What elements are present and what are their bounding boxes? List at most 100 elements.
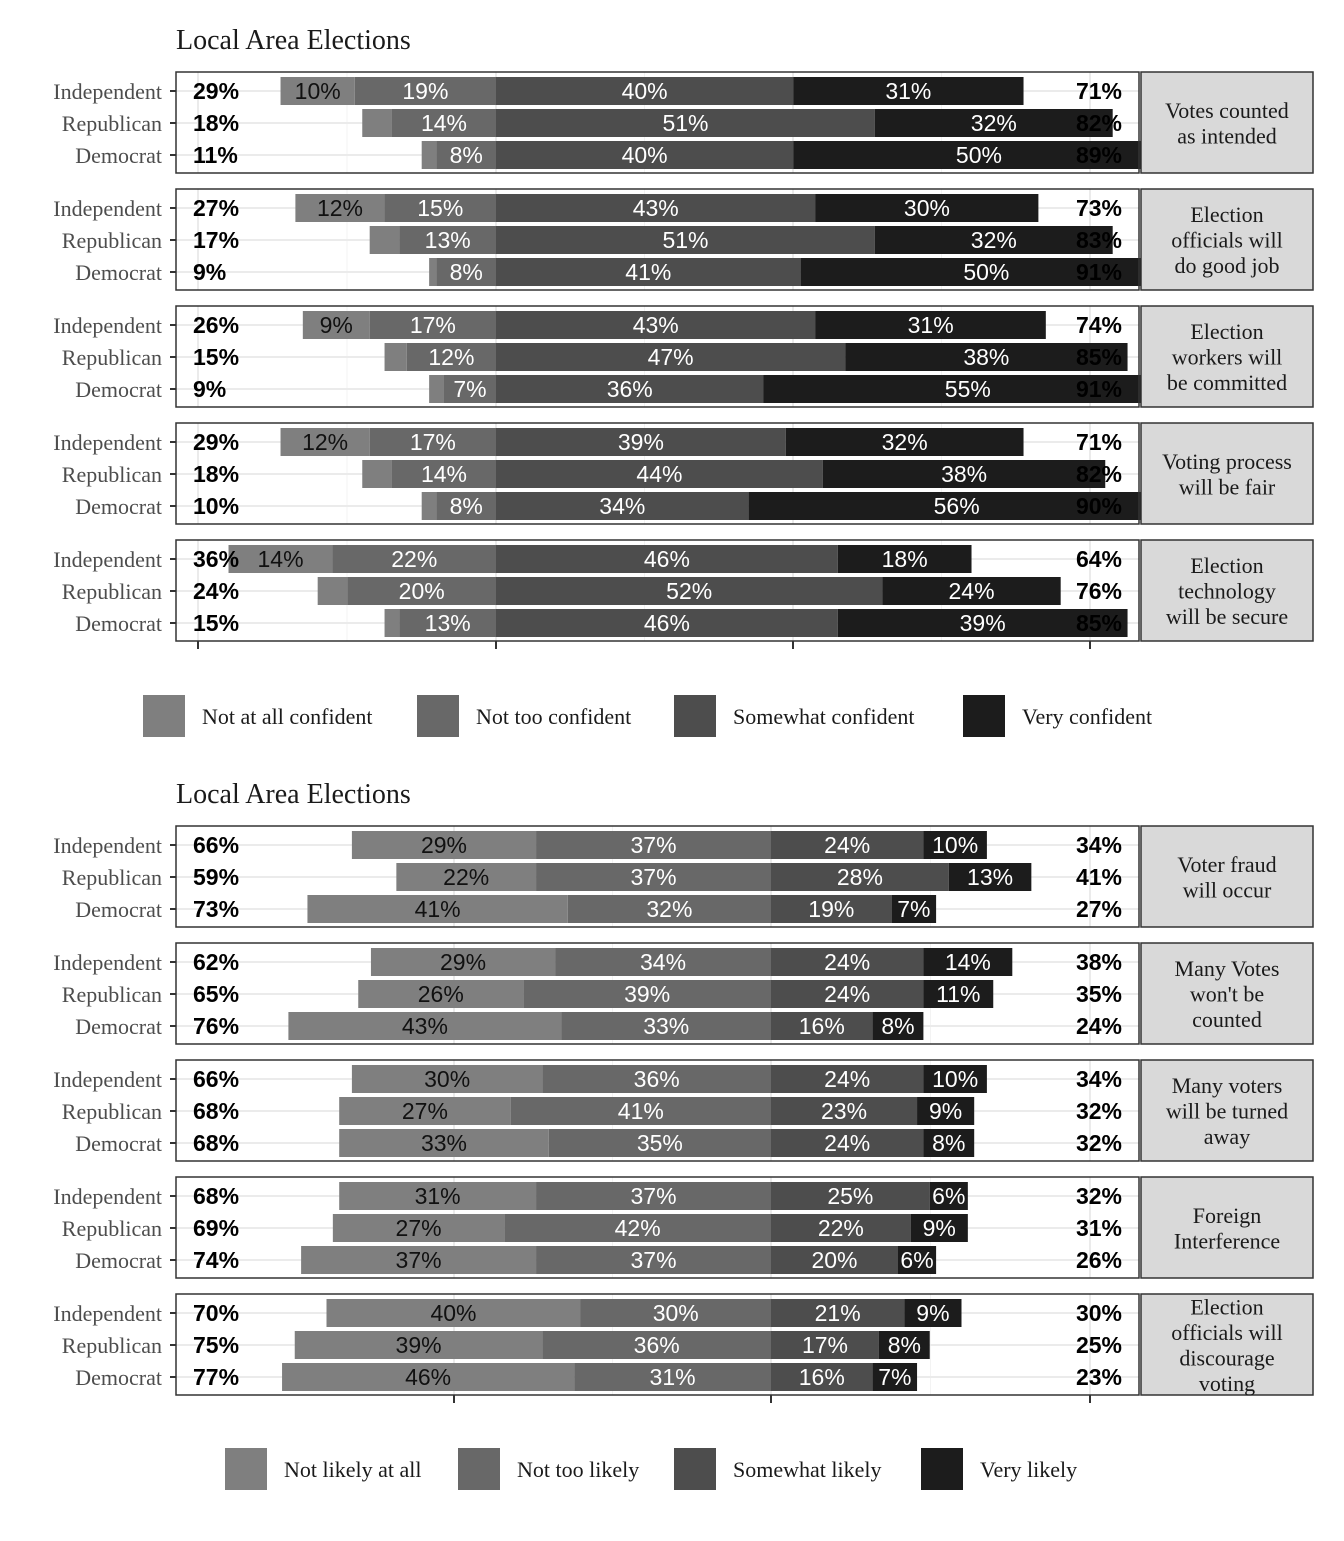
row-total-left: 9%: [193, 259, 226, 285]
row-total-left: 15%: [193, 344, 239, 370]
row-total-left: 73%: [193, 896, 239, 922]
bar-data-label: 10%: [295, 78, 341, 104]
bar-data-label: 8%: [881, 1013, 914, 1039]
bar-data-label: 37%: [631, 832, 677, 858]
bar-data-label: 44%: [636, 461, 682, 487]
bar-data-label: 14%: [258, 546, 304, 572]
facet-strip: [1140, 188, 1314, 291]
y-axis-label: Independent: [53, 79, 162, 104]
bar-data-label: 39%: [618, 429, 664, 455]
bar-segment: [771, 831, 924, 859]
bar-data-label: 9%: [923, 1215, 956, 1241]
bar-data-label: 28%: [837, 864, 883, 890]
bar-segment: [923, 980, 994, 1008]
bar-segment: [771, 1246, 898, 1274]
bar-segment: [536, 831, 771, 859]
bar-segment: [347, 577, 496, 605]
facet-strip-label: Election: [1190, 319, 1263, 344]
bar-data-label: 30%: [904, 195, 950, 221]
facet-strip-label: will be secure: [1166, 604, 1288, 629]
bar-data-label: 31%: [650, 1364, 696, 1390]
facet-strip-label: Election: [1190, 1294, 1263, 1319]
row-total-right: 71%: [1076, 78, 1122, 104]
y-axis-label: Independent: [53, 1184, 162, 1209]
bar-data-label: 20%: [811, 1247, 857, 1273]
bar-data-label: 13%: [425, 610, 471, 636]
legend-label: Not likely at all: [284, 1457, 421, 1482]
bar-segment: [496, 428, 786, 456]
bar-segment: [800, 258, 1173, 286]
bar-data-label: 37%: [396, 1247, 442, 1273]
bar-segment: [536, 1182, 771, 1210]
bar-segment: [295, 194, 385, 222]
bar-segment: [358, 980, 524, 1008]
bar-segment: [496, 226, 875, 254]
bar-segment: [362, 460, 392, 488]
y-axis-label: Independent: [53, 1067, 162, 1092]
bar-segment: [771, 863, 949, 891]
bar-data-label: 6%: [900, 1247, 933, 1273]
bar-data-label: 9%: [916, 1300, 949, 1326]
bar-data-label: 24%: [824, 981, 870, 1007]
bar-data-label: 17%: [802, 1332, 848, 1358]
bar-segment: [280, 428, 370, 456]
bar-data-label: 13%: [425, 227, 471, 253]
bar-segment: [301, 1246, 537, 1274]
panel-border: [175, 422, 1140, 525]
bar-data-label: 36%: [607, 376, 653, 402]
bar-segment: [882, 577, 1061, 605]
panel-border: [175, 825, 1140, 928]
row-total-left: 18%: [193, 110, 239, 136]
row-total-left: 17%: [193, 227, 239, 253]
bar-segment: [282, 1363, 575, 1391]
row-total-right: 74%: [1076, 312, 1122, 338]
bar-data-label: 14%: [421, 110, 467, 136]
bar-segment: [396, 863, 537, 891]
row-total-right: 91%: [1076, 259, 1122, 285]
bar-segment: [496, 609, 838, 637]
y-axis-label: Independent: [53, 1301, 162, 1326]
y-axis-label: Democrat: [75, 611, 162, 636]
bar-segment: [362, 109, 392, 137]
bar-data-label: 7%: [897, 896, 930, 922]
panel-border: [175, 1176, 1140, 1279]
y-axis-label: Republican: [62, 228, 162, 253]
y-axis-label: Democrat: [75, 1248, 162, 1273]
bar-segment: [771, 980, 924, 1008]
row-total-left: 77%: [193, 1364, 239, 1390]
facet-strip: [1140, 422, 1314, 525]
row-total-left: 69%: [193, 1215, 239, 1241]
bar-segment: [496, 141, 794, 169]
row-total-right: 85%: [1076, 344, 1122, 370]
bar-data-label: 14%: [421, 461, 467, 487]
y-axis-label: Republican: [62, 345, 162, 370]
row-total-right: 24%: [1076, 1013, 1122, 1039]
y-axis-label: Republican: [62, 982, 162, 1007]
row-total-left: 68%: [193, 1183, 239, 1209]
chart-figure-1: Local Area Elections 19% 10% 40% 31% 29% 71% In…: [53, 25, 1314, 737]
bar-segment: [307, 895, 568, 923]
legend-label: Somewhat likely: [733, 1457, 881, 1482]
bar-data-label: 37%: [631, 864, 677, 890]
bar-segment: [384, 609, 400, 637]
facet-strip-label: Interference: [1174, 1228, 1280, 1253]
facet-strip-label: Election: [1190, 202, 1263, 227]
bar-segment: [822, 460, 1106, 488]
bar-segment: [771, 895, 892, 923]
row-total-left: 9%: [193, 376, 226, 402]
y-axis-label: Republican: [62, 1216, 162, 1241]
bar-data-label: 40%: [430, 1300, 476, 1326]
bar-data-label: 22%: [443, 864, 489, 890]
bar-segment: [496, 375, 764, 403]
facet-strip-label: be committed: [1167, 370, 1287, 395]
facet-strip-label: counted: [1192, 1007, 1262, 1032]
bar-segment: [351, 831, 537, 859]
row-total-left: 24%: [193, 578, 239, 604]
bar-segment: [436, 258, 496, 286]
row-total-right: 27%: [1076, 896, 1122, 922]
bar-segment: [837, 609, 1128, 637]
bar-data-label: 13%: [967, 864, 1013, 890]
facet-strip-label: will occur: [1183, 877, 1272, 902]
bar-data-label: 41%: [618, 1098, 664, 1124]
row-total-left: 70%: [193, 1300, 239, 1326]
